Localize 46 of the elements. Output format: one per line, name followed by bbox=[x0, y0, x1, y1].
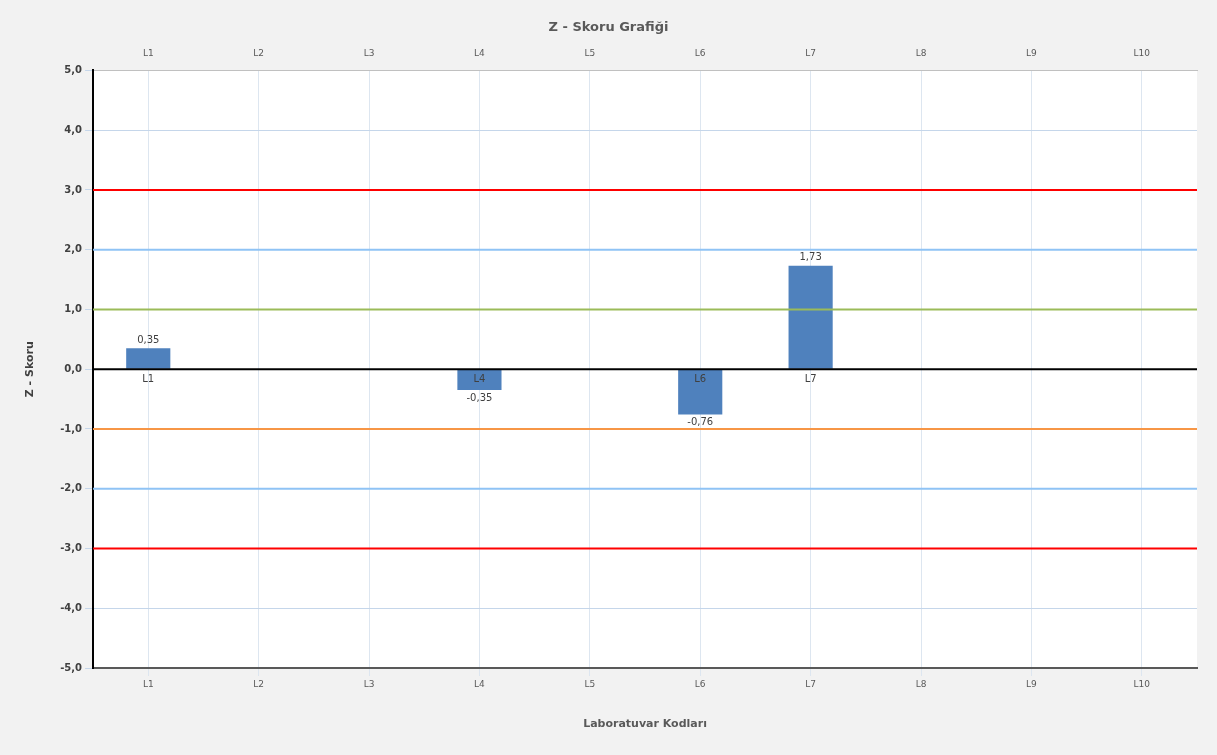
y-tick-label: -2,0 bbox=[60, 482, 83, 494]
x-tick-label: L7 bbox=[805, 678, 816, 689]
category-label: L5 bbox=[584, 48, 596, 59]
y-tick-label: 3,0 bbox=[64, 183, 83, 195]
y-axis-title: Z - Skoru bbox=[23, 341, 37, 398]
bar bbox=[788, 265, 833, 369]
category-label: L7 bbox=[805, 48, 816, 59]
y-tick-label: 5,0 bbox=[64, 63, 83, 75]
bar bbox=[678, 369, 723, 415]
x-tick-label: L2 bbox=[253, 678, 265, 689]
chart-title: Z - Skoru Grafiği bbox=[548, 19, 669, 35]
bar bbox=[457, 369, 502, 391]
x-axis-title: Laboratuvar Kodları bbox=[583, 717, 707, 731]
data-label: -0,35 bbox=[466, 391, 493, 403]
category-label: L10 bbox=[1133, 48, 1151, 59]
y-tick-label: 2,0 bbox=[64, 243, 83, 255]
x-tick-label: L8 bbox=[915, 678, 927, 689]
y-tick-label: 4,0 bbox=[64, 123, 83, 135]
bar bbox=[126, 348, 171, 369]
y-tick-label: -3,0 bbox=[60, 542, 83, 554]
annotation: L4 bbox=[473, 372, 486, 384]
category-label: L4 bbox=[474, 48, 485, 59]
y-tick-label: -5,0 bbox=[60, 661, 83, 673]
data-label: 0,35 bbox=[137, 333, 160, 345]
x-tick-label: L3 bbox=[363, 678, 375, 689]
y-tick-label: 1,0 bbox=[64, 303, 83, 315]
y-tick-label: 0,0 bbox=[64, 362, 83, 374]
data-label: 1,73 bbox=[799, 251, 822, 263]
x-tick-label: L5 bbox=[584, 678, 596, 689]
annotation: L6 bbox=[694, 372, 707, 384]
y-tick-label: -1,0 bbox=[60, 422, 83, 434]
category-label: L2 bbox=[253, 48, 265, 59]
x-tick-label: L1 bbox=[142, 678, 154, 689]
category-label: L3 bbox=[363, 48, 375, 59]
x-tick-label: L10 bbox=[1133, 678, 1151, 689]
data-label: -0,76 bbox=[687, 416, 714, 428]
x-tick-label: L9 bbox=[1026, 678, 1038, 689]
x-tick-label: L4 bbox=[474, 678, 486, 689]
category-label: L6 bbox=[694, 48, 706, 59]
annotation: L7 bbox=[804, 372, 817, 384]
y-tick-label: -4,0 bbox=[60, 601, 83, 613]
category-label: L8 bbox=[915, 48, 927, 59]
category-label: L9 bbox=[1026, 48, 1037, 59]
annotation: L1 bbox=[142, 372, 155, 384]
category-label: L1 bbox=[142, 48, 154, 59]
x-tick-label: L6 bbox=[694, 678, 706, 689]
